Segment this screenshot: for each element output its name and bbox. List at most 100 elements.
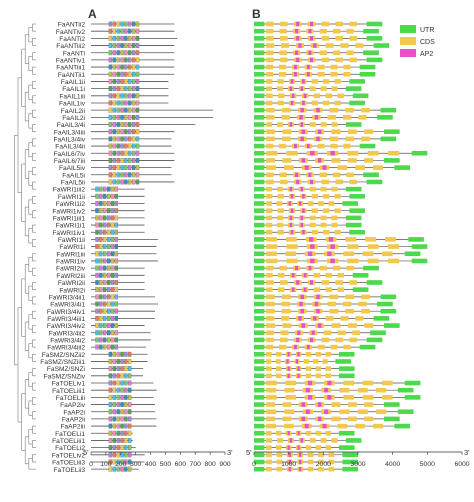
ap2-box: [305, 387, 310, 393]
cds-box: [340, 316, 349, 321]
utr-box: [394, 423, 410, 429]
axis-a-tick-label: 200: [115, 461, 127, 468]
cds-box: [280, 280, 288, 285]
motif-box: [124, 165, 128, 171]
gene-name: FaWRI2i: [59, 287, 85, 294]
motif-box: [128, 129, 132, 135]
cds-box: [317, 344, 325, 350]
ap2-box: [298, 43, 302, 48]
utr-box: [254, 351, 265, 357]
gene-name: FaWRI3/4iii1: [47, 316, 85, 323]
motif-box: [106, 237, 111, 242]
motif-box: [95, 215, 99, 221]
cds-box: [331, 86, 338, 91]
motif-box: [108, 150, 113, 156]
utr-box: [254, 158, 265, 163]
motif-box: [120, 445, 124, 451]
motif-box: [128, 359, 132, 364]
ap2-box: [288, 459, 291, 465]
ap2-box: [287, 373, 290, 379]
cds-box: [266, 265, 274, 271]
motif-box: [128, 28, 132, 34]
motif-box: [120, 423, 124, 429]
motif-box: [110, 294, 115, 300]
utr-box: [254, 409, 265, 415]
motif-box: [112, 136, 116, 142]
ap2-box: [290, 229, 294, 235]
cds-box: [285, 395, 297, 400]
ap2-box: [296, 36, 300, 41]
motif-box: [135, 71, 140, 77]
ap2-box: [287, 430, 290, 436]
motif-box: [106, 344, 111, 350]
motif-box: [103, 244, 107, 249]
motif-box: [106, 208, 111, 214]
gene-name: FaAIL1iii: [59, 93, 85, 100]
motif-box: [120, 71, 124, 77]
motif-box: [110, 337, 115, 343]
motif-box: [116, 50, 120, 56]
motif-box: [128, 466, 132, 472]
cds-box: [367, 244, 379, 249]
cds-box: [343, 380, 355, 386]
motif-box: [114, 272, 119, 278]
cds-box: [320, 438, 327, 443]
cds-box: [376, 409, 387, 415]
motif-box: [103, 330, 107, 336]
motif-box: [110, 251, 115, 257]
cds-box: [334, 194, 341, 199]
ap2-box: [300, 86, 304, 91]
motif-box: [108, 158, 113, 163]
ap2-box: [301, 323, 306, 328]
utr-box: [254, 129, 265, 134]
motif-box: [108, 165, 113, 171]
utr-box: [254, 186, 265, 192]
motif-box: [120, 93, 124, 99]
utr-box: [254, 380, 265, 386]
motif-box: [99, 258, 103, 264]
gene-name: FaAIL6/7iv: [53, 151, 85, 158]
motif-box: [114, 193, 119, 199]
ap2-box: [288, 466, 291, 472]
motif-box: [120, 136, 124, 142]
motif-box: [108, 423, 113, 429]
cds-box: [330, 71, 338, 77]
motif-box: [131, 165, 136, 171]
axis-a-tick-label: 100: [100, 461, 112, 468]
utr-box: [254, 452, 265, 458]
gene-name: FaAIL1i: [62, 86, 85, 93]
motif-box: [120, 179, 124, 185]
cds-box: [266, 466, 272, 472]
motif-box: [120, 430, 124, 436]
utr-box: [363, 50, 379, 56]
cds-box: [309, 438, 316, 443]
cds-box: [317, 71, 325, 77]
cds-box: [266, 186, 273, 192]
motif-box: [131, 150, 136, 156]
cds-box: [315, 430, 322, 436]
utr-box: [254, 323, 265, 328]
motif-box: [116, 43, 120, 48]
motif-box: [110, 201, 115, 206]
ap2-box: [328, 237, 334, 242]
cds-box: [277, 208, 284, 213]
utr-box: [366, 57, 383, 63]
motif-box: [95, 208, 99, 214]
cds-box: [266, 179, 274, 185]
cds-box: [266, 251, 277, 257]
utr-box: [338, 366, 355, 371]
ap2-box: [310, 244, 315, 249]
utr-box: [254, 172, 265, 178]
ap2-box: [308, 265, 312, 271]
ap2-box: [324, 409, 329, 415]
motif-box: [108, 57, 113, 63]
motif-box: [128, 179, 132, 185]
cds-box: [327, 301, 336, 307]
motif-box: [108, 100, 113, 106]
motif-box: [110, 258, 115, 264]
utr-box: [342, 459, 358, 465]
motif-box: [108, 373, 113, 379]
ap2-box: [300, 308, 304, 314]
utr-box: [254, 359, 265, 364]
ap2-box: [295, 172, 299, 178]
